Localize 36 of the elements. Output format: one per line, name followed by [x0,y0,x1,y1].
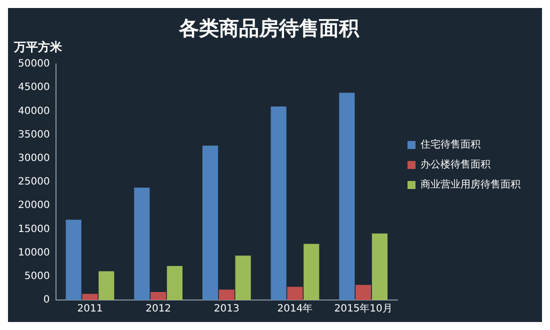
chart-title: 各类商品房待售面积 [178,16,360,40]
bar [134,188,150,300]
legend-label: 住宅待售面积 [420,138,480,151]
x-tick-label: 2014年 [277,302,313,315]
y-tick-label: 35000 [18,129,50,140]
y-tick-label: 45000 [18,82,50,94]
x-tick-label: 2011 [77,304,103,315]
bar [270,106,286,300]
y-tick-label: 15000 [18,224,50,235]
bar [66,220,82,300]
bar [304,244,320,300]
y-tick-label: 0 [43,294,50,306]
bar [150,292,166,300]
legend-label: 商业营业用房待售面积 [420,178,520,191]
y-tick-label: 50000 [18,58,50,70]
y-tick-label: 40000 [18,106,50,117]
bar [218,290,234,300]
bar [235,256,251,300]
bar [372,233,388,300]
legend-label: 办公楼待售面积 [420,158,490,171]
bar [166,266,183,300]
y-axis-title: 万平方米 [13,40,63,54]
bar [98,271,114,300]
x-tick-label: 2013 [214,304,240,315]
bar [339,92,355,300]
y-tick-label: 25000 [18,176,50,188]
y-tick-label: 30000 [18,152,50,164]
bar [287,286,303,300]
y-tick-label: 20000 [18,200,50,212]
x-tick-label: 2012 [146,304,172,315]
bar [202,146,218,300]
x-tick-label: 2015年10月 [334,302,392,315]
bar [82,294,98,300]
y-tick-label: 10000 [18,247,50,258]
y-tick-label: 5000 [24,270,50,282]
bar [356,284,372,300]
